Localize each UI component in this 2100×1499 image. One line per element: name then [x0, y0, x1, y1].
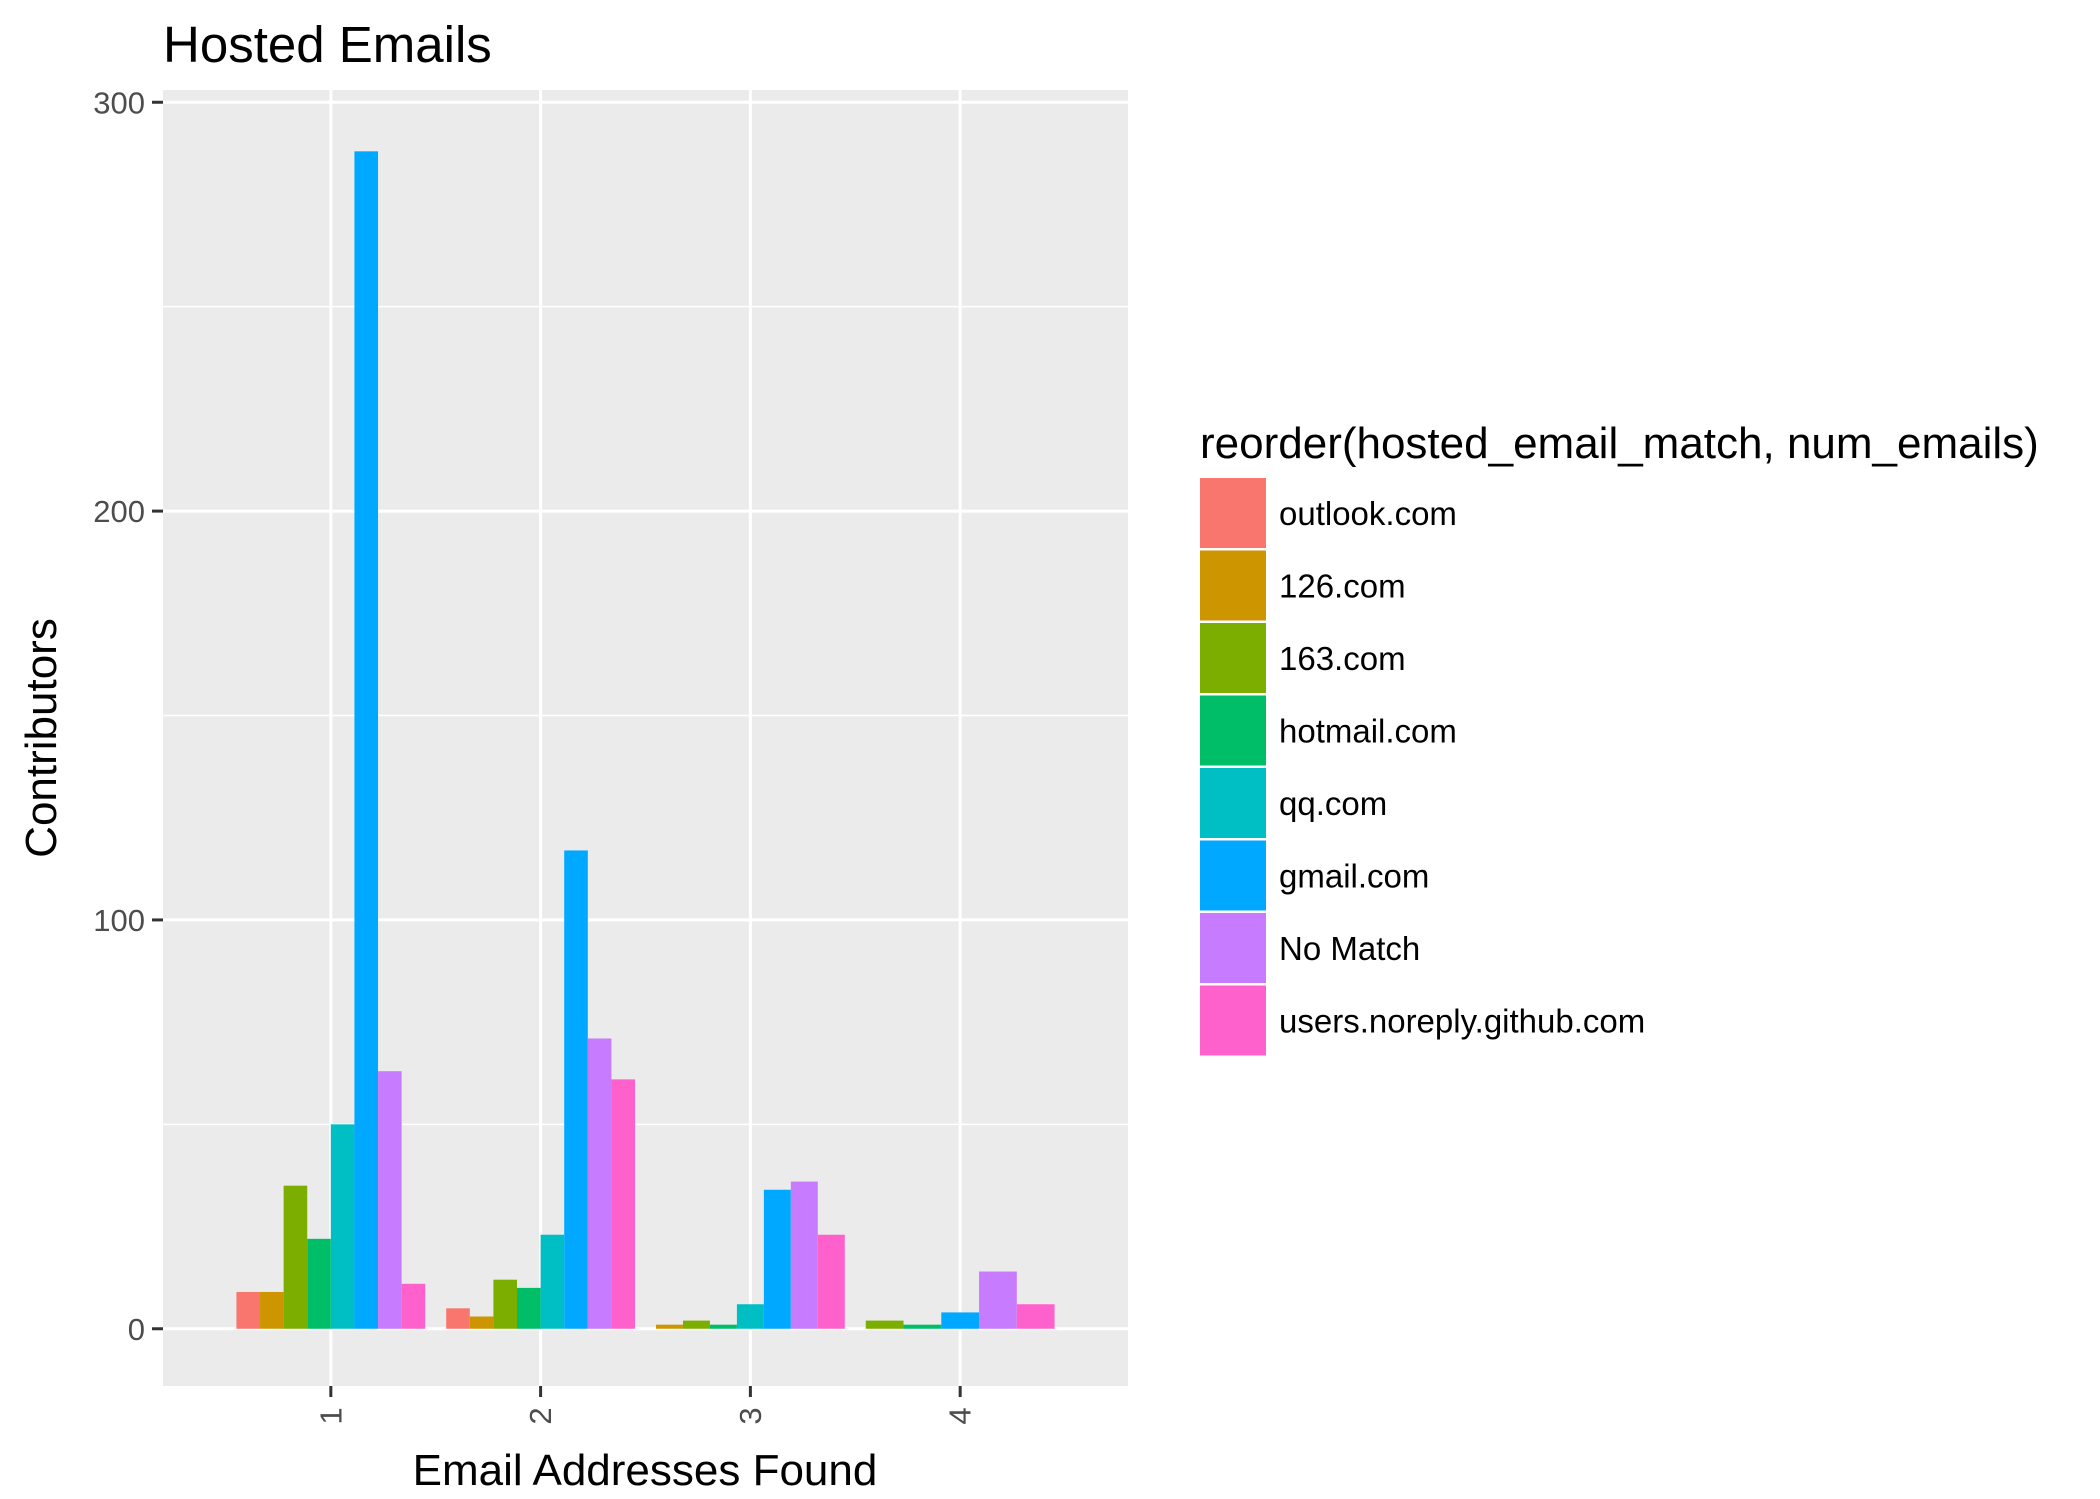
- bar-qq-com-2: [540, 1234, 565, 1329]
- bar-outlook-com-2: [446, 1308, 470, 1329]
- bar-hotmail-com-4: [903, 1324, 942, 1329]
- bar-163-com-2: [493, 1279, 518, 1329]
- bar-126-com-1: [260, 1291, 284, 1329]
- bar-126-com-3: [655, 1324, 683, 1329]
- x-axis: 1 2 3 4: [313, 1386, 978, 1425]
- x-tick-label: 4: [943, 1407, 978, 1424]
- legend-key: [1200, 840, 1266, 911]
- bar-users-noreply-github-com-1: [401, 1283, 426, 1329]
- legend-label: users.noreply.github.com: [1279, 1003, 1645, 1040]
- y-axis-title: Contributors: [17, 618, 66, 858]
- legend: reorder(hosted_email_match, num_emails) …: [1200, 419, 2039, 1056]
- legend-label: 163.com: [1279, 640, 1406, 677]
- bar-no-match-4: [979, 1271, 1017, 1329]
- bar-qq-com-1: [330, 1124, 355, 1329]
- legend-title: reorder(hosted_email_match, num_emails): [1200, 419, 2039, 468]
- bar-126-com-2: [469, 1316, 494, 1329]
- legend-key: [1200, 623, 1266, 693]
- bar-gmail-com-2: [564, 850, 588, 1329]
- legend-label: gmail.com: [1279, 858, 1429, 895]
- x-axis-title: Email Addresses Found: [413, 1446, 878, 1495]
- bar-gmail-com-1: [354, 151, 379, 1329]
- bar-hotmail-com-1: [307, 1238, 331, 1329]
- legend-label: No Match: [1279, 930, 1420, 967]
- bar-qq-com-3: [736, 1304, 764, 1329]
- bar-gmail-com-4: [941, 1312, 980, 1329]
- legend-label: qq.com: [1279, 785, 1387, 822]
- chart-title: Hosted Emails: [163, 16, 492, 73]
- legend-key: [1200, 550, 1266, 621]
- bar-163-com-1: [283, 1185, 308, 1329]
- bars: [236, 151, 1055, 1329]
- bar-163-com-3: [682, 1320, 710, 1329]
- y-tick-label: 0: [128, 1312, 145, 1347]
- y-tick-label: 100: [93, 903, 145, 938]
- bar-hotmail-com-2: [517, 1287, 541, 1329]
- x-tick-label: 3: [733, 1407, 768, 1424]
- bar-163-com-4: [865, 1320, 904, 1329]
- y-axis: 0 100 200 300: [93, 85, 163, 1347]
- legend-label: 126.com: [1279, 568, 1406, 605]
- bar-outlook-com-1: [236, 1291, 261, 1329]
- legend-key: [1200, 768, 1266, 838]
- y-tick-label: 200: [93, 494, 145, 529]
- legend-label: outlook.com: [1279, 495, 1457, 532]
- legend-key: [1200, 695, 1266, 766]
- bar-gmail-com-3: [763, 1189, 791, 1329]
- legend-label: hotmail.com: [1279, 713, 1457, 750]
- legend-key: [1200, 985, 1266, 1056]
- bar-users-noreply-github-com-2: [611, 1079, 636, 1329]
- x-tick-label: 2: [523, 1407, 558, 1424]
- bar-hotmail-com-3: [709, 1324, 737, 1329]
- bar-users-noreply-github-com-4: [1016, 1304, 1055, 1329]
- bar-users-noreply-github-com-3: [817, 1234, 845, 1329]
- plot-panel: [163, 90, 1128, 1386]
- bar-no-match-1: [378, 1071, 402, 1329]
- legend-key: [1200, 478, 1266, 548]
- x-tick-label: 1: [313, 1407, 348, 1424]
- legend-key: [1200, 913, 1266, 983]
- bar-no-match-2: [587, 1038, 612, 1329]
- bar-no-match-3: [790, 1181, 818, 1329]
- y-tick-label: 300: [93, 85, 145, 120]
